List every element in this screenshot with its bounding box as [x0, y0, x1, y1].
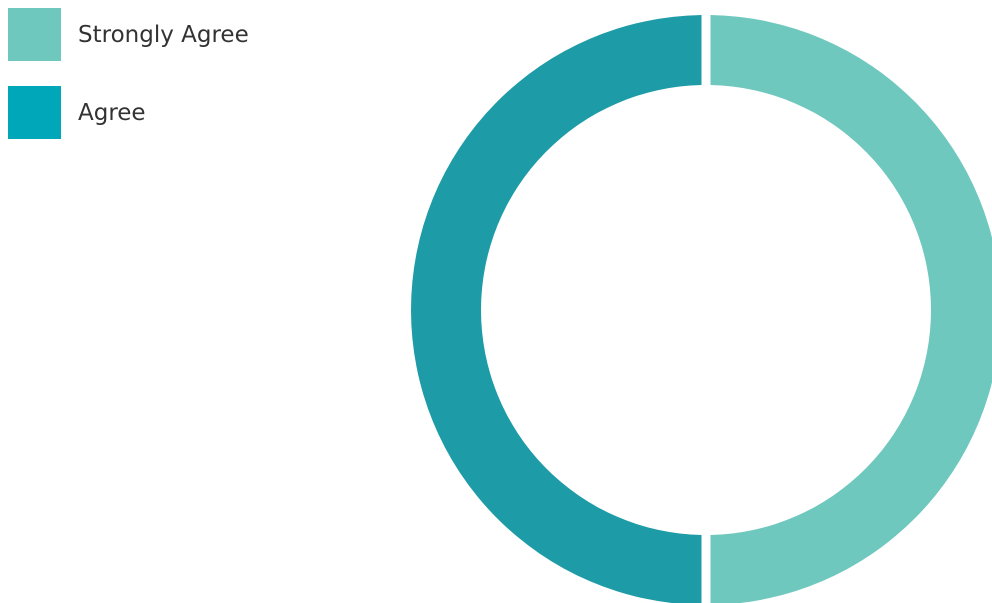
donut-slice-strongly-agree [710, 15, 992, 603]
donut-slice-agree [411, 15, 702, 603]
legend-item-agree: Agree [8, 86, 249, 139]
legend-item-strongly-agree: Strongly Agree [8, 8, 249, 61]
legend-label-agree: Agree [78, 99, 146, 126]
legend: Strongly Agree Agree [8, 8, 249, 164]
legend-swatch-agree [8, 86, 61, 139]
legend-swatch-strongly-agree [8, 8, 61, 61]
legend-label-strongly-agree: Strongly Agree [78, 21, 249, 48]
